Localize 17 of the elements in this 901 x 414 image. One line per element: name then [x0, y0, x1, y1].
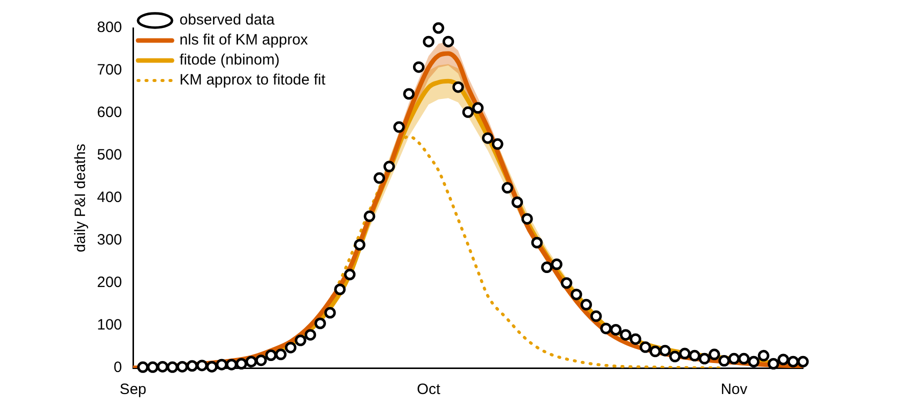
y-tick-label: 500	[96, 146, 122, 164]
y-tick-label: 200	[96, 274, 122, 292]
legend-label: fitode (nbinom)	[180, 52, 280, 69]
x-tick-label: Sep	[120, 381, 146, 398]
y-tick-label: 300	[96, 232, 122, 249]
legend-label: KM approx to fitode fit	[180, 72, 326, 89]
y-axis-title: daily P&I deaths	[72, 144, 90, 252]
y-tick-label: 0	[114, 359, 122, 376]
y-tick-label: 100	[96, 316, 122, 334]
y-tick-label: 400	[96, 189, 122, 206]
y-tick-label: 600	[96, 104, 122, 122]
y-tick-label: 800	[96, 19, 122, 36]
x-tick-label: Oct	[416, 381, 442, 398]
legend-label: nls fit of KM approx	[180, 32, 308, 49]
x-tick-label: Nov	[720, 381, 748, 398]
legend-label: observed data	[180, 12, 276, 29]
y-tick-label: 700	[96, 62, 122, 79]
